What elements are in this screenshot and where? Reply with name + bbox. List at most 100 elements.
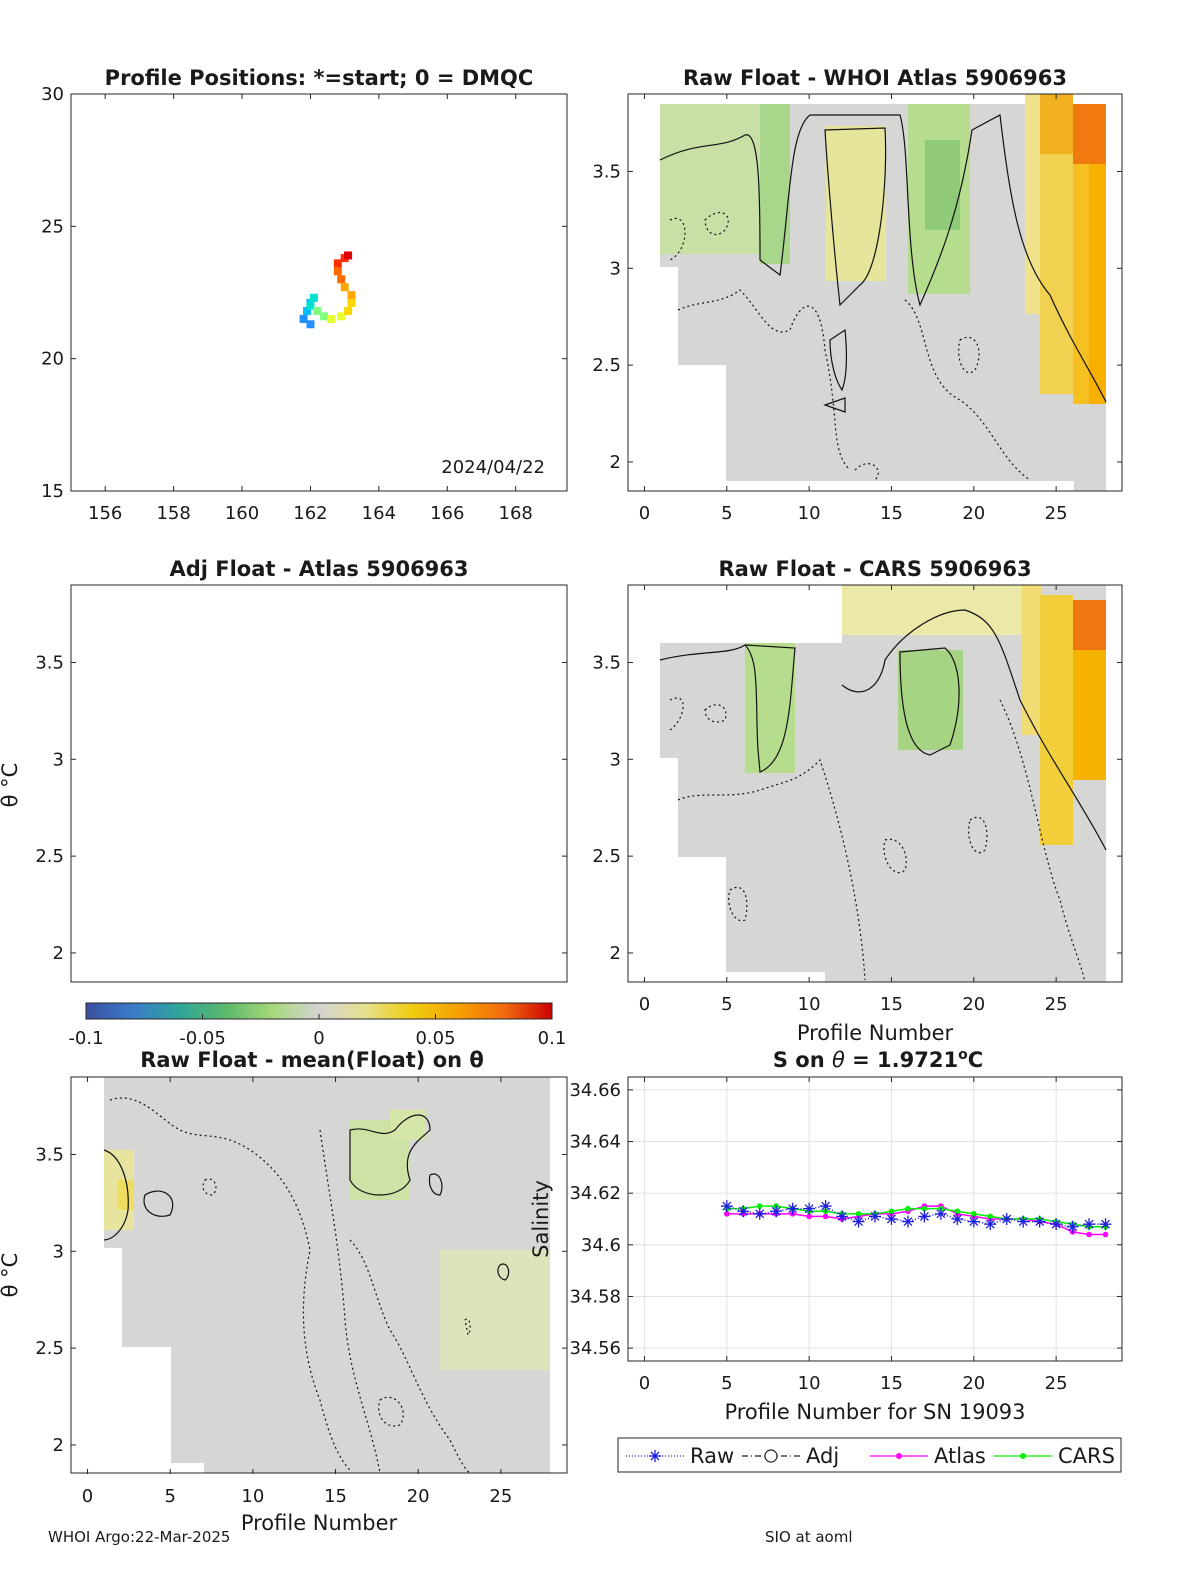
x-tick-label: 0: [639, 503, 650, 524]
raw-point: [984, 1218, 997, 1231]
raw-point-stroke: [887, 1214, 896, 1224]
y-tick-label: 2: [610, 452, 621, 473]
x-tick-label: 162: [293, 503, 327, 524]
raw-cars-panel: Raw Float - CARS 5906963 0 5 10 15 20 25 2 2.5…: [592, 557, 1123, 1045]
track-point: [313, 307, 322, 316]
raw-whoi-panel: Raw Float - WHOI Atlas 5906963: [592, 66, 1123, 524]
raw-point-stroke: [821, 1201, 831, 1211]
adj-atlas-ylabel: θ °C: [0, 763, 22, 808]
positions-title: Profile Positions: *=start; 0 = DMQC: [105, 66, 534, 90]
track-point: [340, 283, 349, 292]
raw-point: [1066, 1220, 1079, 1233]
y-tick-label: 20: [41, 349, 64, 370]
y-tick-label: 34.6: [581, 1235, 621, 1256]
raw-point: [786, 1202, 799, 1215]
raw-cars-axes: [627, 584, 1123, 983]
salinity-ylabel: Salinity: [529, 1180, 553, 1258]
adj-atlas-y-ticks: 2 2.5 3 3.5: [35, 652, 567, 964]
x-tick-label: 10: [798, 994, 821, 1015]
raw-point: [836, 1210, 849, 1223]
raw-point-stroke: [854, 1217, 863, 1227]
track-point: [299, 314, 308, 323]
footer-right: SIO at aoml: [765, 1528, 853, 1546]
raw-point-stroke: [985, 1219, 995, 1229]
raw-point-stroke: [837, 1211, 847, 1221]
x-tick-label: 20: [962, 1373, 985, 1394]
track-point: [309, 293, 318, 302]
raw-cars-x-ticks: 0 5 10 15 20 25: [639, 585, 1068, 1015]
colorbar-tick-label: -0.1: [68, 1028, 103, 1049]
positions-axes: [70, 93, 568, 492]
y-tick-label: 2: [610, 943, 621, 964]
raw-point-stroke: [1035, 1217, 1045, 1227]
salinity-panel: S on θ = 1.9721oC 0 5 10 15 20 25 34.5634.583…: [529, 1047, 1123, 1473]
raw-point: [951, 1213, 964, 1225]
track-point: [347, 291, 356, 300]
cars-point: [921, 1205, 928, 1212]
y-tick-label: 2.5: [35, 846, 64, 867]
atlas-point: [1102, 1231, 1109, 1238]
x-tick-label: 15: [324, 1486, 347, 1507]
raw-cars-heatmap: [628, 585, 1122, 982]
x-tick-label: 25: [1045, 994, 1068, 1015]
raw-mean-y-ticks: 2 2.5 3 3.5: [35, 1144, 567, 1456]
positions-date-label: 2024/04/22: [441, 457, 545, 478]
cars-point: [756, 1203, 763, 1209]
raw-point-stroke: [903, 1217, 913, 1227]
raw-point: [885, 1213, 898, 1225]
track-point: [333, 259, 342, 268]
footer-left: WHOI Argo:22-Mar-2025: [48, 1528, 230, 1546]
salinity-legend: Raw Adj Atlas CARS: [617, 1437, 1122, 1473]
x-tick-label: 5: [721, 1373, 732, 1394]
x-tick-label: 20: [962, 503, 985, 524]
raw-point-stroke: [870, 1211, 880, 1221]
raw-point: [967, 1215, 980, 1228]
colorbar-ticks: -0.1 -0.05 0 0.05 0.1: [68, 1014, 566, 1049]
raw-point-stroke: [1068, 1222, 1078, 1232]
raw-point-stroke: [1051, 1219, 1061, 1229]
x-tick-label: 20: [962, 994, 985, 1015]
y-tick-label: 3.5: [35, 652, 64, 673]
track-point: [326, 314, 335, 323]
x-tick-label: 0: [82, 1486, 93, 1507]
x-tick-label: 156: [88, 503, 122, 524]
y-tick-label: 3: [610, 258, 621, 279]
raw-point: [901, 1215, 914, 1228]
raw-whoi-title: Raw Float - WHOI Atlas 5906963: [683, 66, 1067, 90]
raw-point: [934, 1207, 947, 1220]
colorbar-tick-label: 0: [313, 1028, 324, 1049]
raw-point-stroke: [919, 1211, 929, 1221]
raw-whoi-y-ticks: 2 2.5 3 3.5: [592, 161, 1122, 473]
y-tick-label: 2: [53, 943, 64, 964]
salinity-title: S on θ = 1.9721oC: [773, 1047, 983, 1072]
raw-point: [770, 1205, 783, 1218]
x-tick-label: 5: [164, 1486, 175, 1507]
raw-point: [1033, 1215, 1046, 1228]
raw-point: [1099, 1218, 1112, 1231]
salinity-x-ticks: 0 5 10 15 20 25: [639, 1077, 1068, 1394]
y-tick-label: 2: [53, 1435, 64, 1456]
raw-point: [852, 1215, 865, 1228]
colorbar-tick-label: -0.05: [179, 1028, 226, 1049]
x-tick-label: 20: [407, 1486, 430, 1507]
raw-point-stroke: [1084, 1219, 1094, 1229]
salinity-series: [720, 1200, 1112, 1238]
x-tick-label: 158: [156, 503, 190, 524]
cars-point: [905, 1205, 911, 1212]
y-tick-label: 34.66: [569, 1080, 621, 1101]
raw-mean-title: Raw Float - mean(Float) on θ: [140, 1048, 484, 1072]
colorbar-tick-label: 0.05: [415, 1028, 455, 1049]
y-tick-label: 34.64: [569, 1132, 621, 1153]
atlas-point: [1086, 1231, 1092, 1238]
raw-point-stroke: [738, 1206, 748, 1216]
y-tick-label: 3: [53, 1241, 64, 1262]
raw-mean-heatmap: [71, 1077, 567, 1473]
colorbar: -0.1 -0.05 0 0.05 0.1: [68, 1002, 566, 1049]
track-point: [337, 312, 346, 321]
raw-point-stroke: [1018, 1217, 1028, 1227]
legend-marker-raw: [650, 1451, 660, 1461]
y-tick-label: 2.5: [35, 1338, 64, 1359]
positions-y-ticks: 15 20 25 30: [41, 84, 567, 502]
y-tick-label: 3.5: [35, 1144, 64, 1165]
